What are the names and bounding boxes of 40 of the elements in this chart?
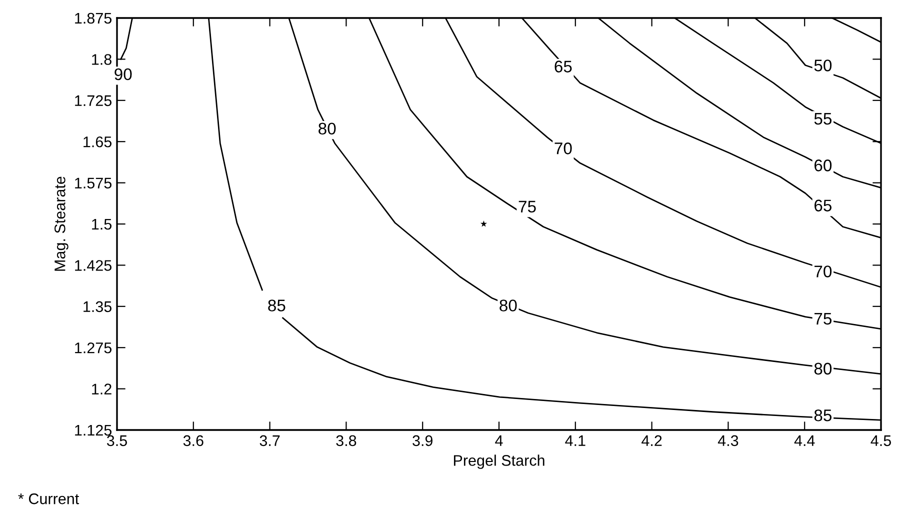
x-axis-title: Pregel Starch [454, 454, 544, 469]
y-tick-label: 1.275 [75, 342, 112, 354]
annotation: 75 [518, 200, 536, 213]
y-tick-label: 1.2 [92, 384, 112, 394]
y-tick-label: 1.725 [75, 95, 112, 106]
annotation: 80 [814, 362, 832, 375]
x-tick-label: 4.1 [565, 435, 586, 446]
annotation: 60 [814, 160, 832, 172]
y-tick-label: 1.65 [84, 136, 112, 148]
annotation: 50 [814, 60, 832, 72]
annotation: 90 [114, 68, 132, 80]
annotation: 70 [814, 266, 832, 278]
y-tick-label: 1.575 [75, 178, 112, 188]
y-tick-label: 1.125 [75, 424, 112, 436]
annotation: 55 [814, 113, 832, 125]
annotation: 80 [318, 122, 336, 135]
x-tick-label: 4.5 [870, 435, 891, 446]
x-tick-label: 4.2 [642, 435, 662, 446]
x-tick-label: 4.3 [718, 435, 738, 446]
y-axis-title: Mag. Stearate [54, 176, 68, 271]
annotation: 80 [500, 300, 517, 312]
annotation: 75 [814, 312, 832, 325]
annotation: 85 [814, 409, 832, 422]
text: * Current [18, 493, 80, 504]
annotation: 70 [554, 142, 572, 154]
x-tick-label: 3.8 [336, 435, 356, 446]
x-tick-label: 4.4 [794, 435, 815, 446]
y-tick-label: 1.425 [75, 260, 112, 271]
x-tick-label: 3.6 [183, 435, 204, 446]
x-tick-label: 3.7 [260, 435, 280, 446]
y-tick-label: 1.35 [84, 301, 112, 312]
x-tick-label: 4 [495, 435, 503, 446]
y-tick-label: 1.5 [92, 219, 112, 230]
annotation: 85 [268, 300, 286, 312]
y-tick-label: 1.875 [75, 12, 112, 24]
annotation: 65 [814, 200, 832, 212]
x-tick-label: 3.9 [412, 435, 432, 446]
annotation: 65 [554, 60, 572, 72]
x-tick-label: 3.5 [106, 435, 127, 446]
y-tick-label: 1.8 [92, 54, 112, 65]
